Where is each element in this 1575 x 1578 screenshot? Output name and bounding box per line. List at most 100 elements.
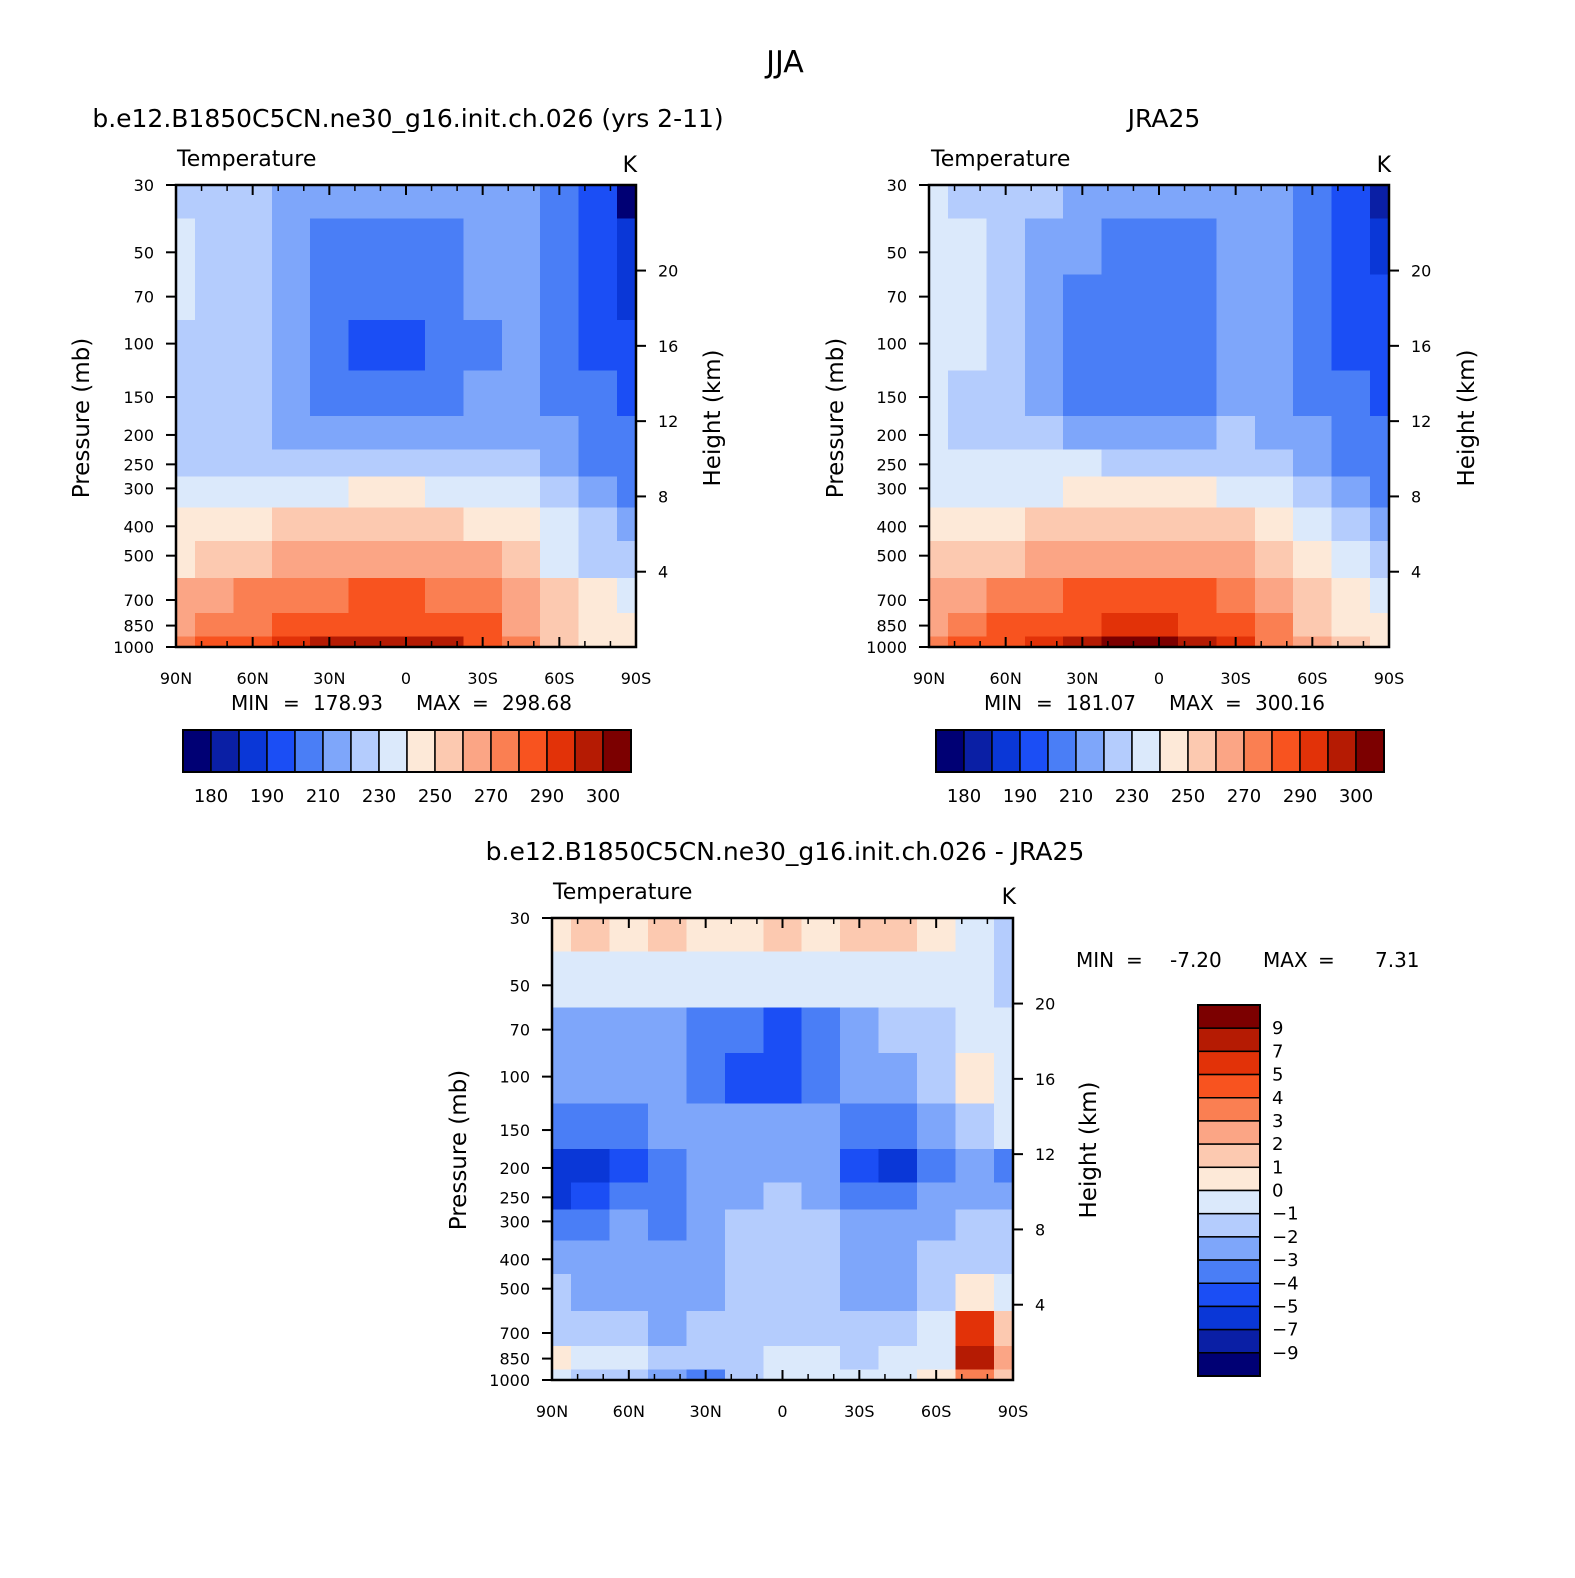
model-cell	[425, 370, 465, 417]
obs-colorbar-swatch	[1047, 729, 1077, 773]
obs-cell	[1063, 577, 1103, 614]
diff-cell	[878, 1182, 918, 1210]
obs-cell	[1293, 612, 1333, 637]
obs-cell	[929, 185, 949, 220]
model-cell	[195, 449, 235, 477]
diff-y2-tick-label: 8	[1035, 1220, 1045, 1239]
model-cell	[195, 476, 235, 508]
obs-colorbar-label: 300	[1339, 786, 1373, 807]
diff-cell	[801, 1240, 841, 1275]
diff-cell	[763, 1103, 803, 1150]
obs-cell	[986, 320, 1026, 371]
obs-cell	[948, 577, 988, 614]
diff-cell	[801, 1310, 841, 1347]
model-cell	[616, 540, 637, 579]
model-cell	[386, 218, 426, 276]
diff-cell	[686, 1209, 726, 1241]
obs-cell	[1216, 577, 1256, 614]
obs-cell	[1369, 320, 1390, 371]
model-cell	[463, 370, 503, 417]
obs-y2-tick-label: 16	[1411, 337, 1431, 356]
diff-x-tick-label: 90N	[536, 1402, 568, 1421]
diff-colorbar-swatch	[1197, 1352, 1261, 1377]
diff-panel-subtitle: b.e12.B1850C5CN.ne30_g16.init.ch.026 - J…	[486, 837, 1085, 866]
model-cell	[578, 416, 618, 451]
model-cell	[176, 370, 196, 417]
model-cell	[616, 636, 637, 648]
obs-cell	[1293, 577, 1333, 614]
obs-cell	[1216, 416, 1256, 451]
diff-cell	[648, 1273, 688, 1312]
diff-cell	[686, 1273, 726, 1312]
obs-cell	[1254, 577, 1294, 614]
diff-cell	[552, 951, 572, 1009]
diff-y-tick-label: 250	[499, 1188, 530, 1207]
diff-cell	[916, 951, 956, 1009]
model-x-tick-label: 60N	[237, 669, 269, 688]
model-cell	[310, 370, 350, 417]
obs-cell	[1331, 636, 1371, 648]
obs-colorbar-label: 250	[1171, 786, 1205, 807]
model-cell	[176, 274, 196, 321]
obs-colorbar-label: 270	[1227, 786, 1261, 807]
diff-cell	[878, 1345, 918, 1370]
diff-cell	[763, 1182, 803, 1210]
obs-cell	[1178, 612, 1218, 637]
model-y2-axis-title: Height (km)	[700, 349, 726, 486]
diff-cell	[724, 1149, 764, 1184]
obs-cell	[1254, 274, 1294, 321]
obs-max-value: 300.16	[1255, 691, 1325, 715]
obs-cell	[1254, 476, 1294, 508]
obs-panel-subtitle: JRA25	[1126, 104, 1201, 133]
diff-panel: 90N 60N 30N 0 30S 60S 90S 30 50 70 100 150 200 250 300…	[489, 909, 1055, 1421]
obs-y-tick-label: 250	[876, 455, 907, 474]
diff-cell	[609, 1149, 649, 1184]
diff-cell	[955, 1182, 995, 1210]
obs-cell	[1331, 218, 1371, 276]
obs-cell	[1216, 507, 1256, 542]
model-colorbar-swatch	[378, 729, 408, 773]
obs-cell	[1331, 370, 1371, 417]
obs-cell	[1178, 274, 1218, 321]
diff-cell	[955, 951, 995, 1009]
diff-cell	[686, 951, 726, 1009]
obs-cell	[948, 449, 988, 477]
model-cell	[310, 449, 350, 477]
diff-cell	[916, 1149, 956, 1184]
model-cell	[501, 507, 541, 542]
diff-cell	[686, 1240, 726, 1275]
model-cell	[176, 449, 196, 477]
model-colorbar-swatch	[238, 729, 268, 773]
obs-cell	[1331, 540, 1371, 579]
model-max-value: 298.68	[502, 691, 572, 715]
diff-colorbar-swatch	[1197, 1166, 1261, 1192]
obs-cell	[929, 320, 949, 371]
model-cell	[271, 507, 311, 542]
diff-colorbar-label: 4	[1272, 1088, 1283, 1109]
model-cell	[463, 320, 503, 371]
model-cell	[463, 476, 503, 508]
obs-cell	[1293, 540, 1333, 579]
obs-cell	[1139, 540, 1179, 579]
model-cell	[176, 540, 196, 579]
model-cell	[195, 370, 235, 417]
diff-cell	[801, 1273, 841, 1312]
diff-colorbar-label: 9	[1272, 1018, 1283, 1039]
obs-cell	[1216, 370, 1256, 417]
obs-cell	[929, 577, 949, 614]
obs-cell	[1024, 540, 1064, 579]
model-cell	[578, 540, 618, 579]
obs-cell	[1369, 370, 1390, 417]
model-min-label: MIN	[231, 691, 269, 715]
diff-y-tick-label: 30	[510, 909, 530, 928]
figure-title: JJA	[764, 45, 804, 80]
obs-cell	[1024, 274, 1064, 321]
obs-cell	[1101, 416, 1141, 451]
obs-cell	[948, 636, 988, 648]
obs-cell	[1063, 218, 1103, 276]
model-cell	[501, 320, 541, 371]
diff-cell	[571, 1345, 611, 1370]
diff-cell	[686, 1149, 726, 1184]
obs-cell	[1178, 416, 1218, 451]
diff-cell	[801, 1182, 841, 1210]
